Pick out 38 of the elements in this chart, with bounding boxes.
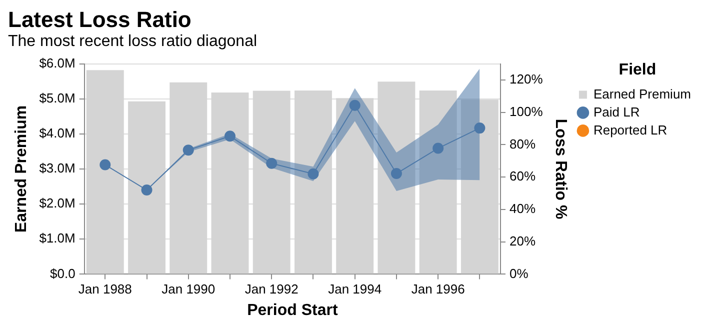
y2-axis-title: Loss Ratio % — [552, 118, 569, 220]
y2-tick-label: 60% — [510, 168, 536, 184]
y-axis-title: Earned Premium — [13, 105, 30, 233]
y-tick-label: $5.0M — [39, 90, 76, 106]
y2-tick-label: 40% — [510, 201, 536, 216]
legend-label: Earned Premium — [593, 86, 692, 102]
legend-title: Field — [618, 61, 656, 78]
point — [308, 168, 319, 180]
point — [182, 144, 194, 156]
point — [390, 168, 402, 180]
y-tick-label: $1.0M — [39, 230, 76, 246]
x-tick-label: Jan 1996 — [411, 282, 465, 297]
y2-tick-label: 120% — [510, 72, 544, 87]
y-tick-label: $2.0M — [39, 196, 76, 211]
x-axis-title: Period Start — [247, 302, 338, 319]
y2-tick-label: 20% — [510, 233, 536, 248]
y-tick-label: $3.0M — [39, 160, 76, 176]
x-tick-label: Jan 1990 — [162, 282, 216, 297]
chart-title: Latest Loss Ratio — [8, 7, 192, 32]
x-tick-label: Jan 1994 — [328, 282, 382, 297]
x-tick-label: Jan 1992 — [244, 282, 298, 297]
y-tick-label: $0.0 — [50, 266, 76, 281]
point — [432, 142, 444, 154]
y-tick-label: $6.0M — [39, 55, 76, 70]
y-tick-label: $4.0M — [39, 126, 76, 141]
point — [474, 122, 486, 134]
legend-label: Paid LR — [593, 104, 640, 120]
x-tick-label: Jan 1988 — [78, 282, 132, 297]
point — [100, 159, 111, 170]
y2-tick-label: 100% — [510, 104, 544, 119]
point — [141, 184, 152, 196]
legend-label: Reported LR — [593, 122, 668, 138]
y2-tick-label: 0% — [510, 266, 529, 281]
point — [266, 158, 278, 169]
point — [349, 100, 360, 111]
y2-tick-label: 80% — [510, 136, 536, 152]
chart-subtitle: The most recent loss ratio diagonal — [8, 32, 258, 52]
point — [224, 130, 236, 142]
